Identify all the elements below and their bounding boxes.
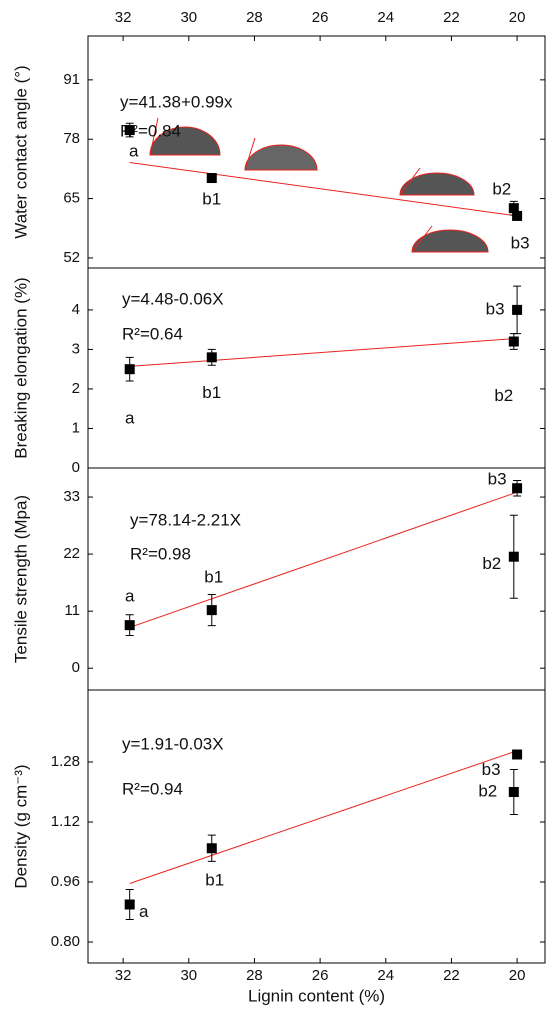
r-squared: R²=0.98	[130, 544, 191, 563]
point-label: b3	[482, 760, 501, 779]
trend-line	[129, 162, 518, 217]
x-tick-label: 24	[377, 9, 394, 26]
plot-frame	[87, 467, 546, 691]
data-point	[512, 210, 523, 221]
x-tick-label: 22	[443, 9, 460, 26]
x-tick-label: 24	[377, 967, 394, 984]
y-tick-label: 78	[63, 130, 80, 147]
x-axis-label: Lignin content (%)	[248, 986, 385, 1005]
data-point	[508, 787, 519, 797]
data-point	[512, 304, 523, 315]
point-label: b2	[492, 180, 511, 199]
y-tick-label: 91	[63, 71, 80, 88]
y-tick-label: 3	[72, 340, 80, 357]
r-squared: R²=0.64	[122, 324, 183, 343]
x-tick-label: 26	[312, 967, 329, 984]
data-point	[124, 364, 135, 375]
data-point	[508, 551, 519, 562]
trend-line	[129, 337, 518, 367]
droplet-images	[149, 117, 489, 253]
equation: y=78.14-2.21X	[130, 510, 241, 529]
x-tick-label: 20	[509, 967, 526, 984]
y-tick-label: 22	[63, 545, 80, 562]
y-tick-label: 2	[72, 380, 80, 397]
y-tick-label: 1	[72, 419, 80, 436]
plot-frame	[87, 689, 546, 964]
point-label: b3	[488, 470, 507, 489]
y-axis-label: Density (g cm⁻³)	[11, 764, 30, 888]
data-point	[124, 125, 135, 136]
x-tick-label: 22	[443, 967, 460, 984]
point-label: b2	[478, 781, 497, 800]
equation: y=4.48-0.06X	[122, 289, 224, 308]
x-tick-label: 26	[312, 9, 329, 26]
data-point	[206, 843, 217, 854]
y-tick-label: 0	[72, 659, 80, 676]
data-point	[124, 620, 135, 631]
y-axis-label: Tensile strength (Mpa)	[11, 495, 30, 663]
data-point	[206, 173, 217, 184]
data-point	[512, 483, 523, 494]
r-squared: R²=0.84	[120, 121, 181, 140]
point-label: b2	[494, 386, 513, 405]
point-label: b1	[205, 871, 224, 890]
x-tick-label: 32	[115, 967, 132, 984]
y-axis-label: Breaking elongation (%)	[11, 277, 30, 458]
data-point	[206, 352, 217, 363]
trend-line	[129, 750, 518, 884]
y-tick-label: 52	[63, 249, 80, 266]
trend-line	[129, 491, 518, 628]
data-point	[508, 203, 519, 214]
y-axis-label: Water contact angle (°)	[11, 65, 30, 238]
y-tick-label: 0.96	[51, 873, 80, 890]
point-label: a	[125, 409, 135, 428]
y-tick-label: 0	[72, 459, 80, 476]
point-label: a	[129, 142, 139, 161]
equation: y=41.38+0.99x	[120, 92, 233, 111]
point-label: b3	[486, 299, 505, 318]
point-label: b2	[482, 554, 501, 573]
data-point	[512, 749, 523, 760]
x-tick-label: 20	[509, 9, 526, 26]
x-tick-label: 30	[180, 967, 197, 984]
point-label: b1	[202, 383, 221, 402]
point-label: b1	[202, 190, 221, 209]
x-tick-label: 28	[246, 967, 263, 984]
x-tick-label: 32	[115, 9, 132, 26]
y-tick-label: 4	[72, 301, 80, 318]
y-tick-label: 1.28	[51, 753, 80, 770]
point-label: a	[139, 902, 149, 921]
point-label: b3	[511, 233, 530, 252]
r-squared: R²=0.94	[122, 779, 183, 798]
y-tick-label: 33	[63, 488, 80, 505]
equation: y=1.91-0.03X	[122, 734, 224, 753]
data-point	[124, 899, 135, 910]
x-tick-label: 28	[246, 9, 263, 26]
y-tick-label: 0.80	[51, 933, 80, 950]
data-point	[508, 336, 519, 347]
point-label: a	[125, 587, 135, 606]
y-tick-label: 1.12	[51, 813, 80, 830]
x-tick-label: 30	[180, 9, 197, 26]
data-point	[206, 605, 217, 616]
y-tick-label: 11	[64, 602, 80, 619]
point-label: b1	[204, 568, 223, 587]
y-tick-label: 65	[63, 190, 80, 207]
